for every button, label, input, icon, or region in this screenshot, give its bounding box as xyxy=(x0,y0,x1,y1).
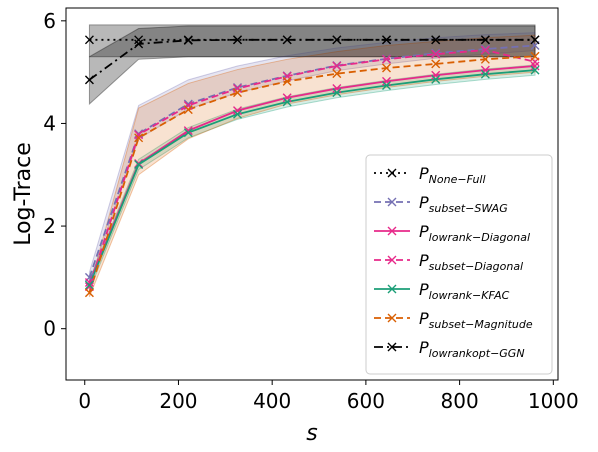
legend-label-3: Psubset−Diagonal xyxy=(419,251,523,273)
marker-series-6-point-5 xyxy=(332,35,342,45)
marker-series-2-point-2 xyxy=(183,126,193,136)
marker-series-4-point-2 xyxy=(183,128,193,138)
marker-series-3-point-3 xyxy=(233,84,242,94)
marker-series-2-point-0 xyxy=(84,278,94,288)
marker-series-6-point-8 xyxy=(480,35,490,45)
marker-series-5-point-0 xyxy=(84,288,94,298)
marker-series-5-point-3 xyxy=(233,88,242,98)
legend-box xyxy=(365,154,553,375)
x-tick-label-4: 800 xyxy=(441,389,479,413)
legend-marker-6 xyxy=(387,342,397,352)
marker-series-6-point-0 xyxy=(84,75,94,85)
legend-marker-5 xyxy=(387,313,397,323)
marker-series-6-point-4 xyxy=(282,35,292,45)
marker-series-5-point-2 xyxy=(183,105,193,115)
y-axis-ticks: 0 2 4 6 xyxy=(43,9,66,341)
marker-series-5-point-7 xyxy=(431,59,441,69)
marker-series-1-point-7 xyxy=(431,48,441,58)
marker-series-5-point-1 xyxy=(134,133,144,143)
marker-series-6-point-3 xyxy=(233,35,242,45)
legend-marker-0 xyxy=(387,168,397,178)
legend-marker-2 xyxy=(387,226,397,236)
x-tick-label-3: 600 xyxy=(347,389,385,413)
marker-series-2-point-5 xyxy=(332,84,342,94)
marker-series-5-point-6 xyxy=(382,63,391,73)
x-axis-label: s xyxy=(306,421,317,446)
line-series-3 xyxy=(88,49,536,287)
y-tick-label-0: 0 xyxy=(43,317,56,341)
y-axis-label: Log-Trace xyxy=(11,142,36,246)
x-axis-ticks: 0 200 400 600 800 1000 xyxy=(78,380,579,413)
marker-series-2-point-3 xyxy=(233,106,242,116)
band-series-4 xyxy=(88,64,536,291)
marker-series-4-point-5 xyxy=(332,88,342,98)
legend-label-6: Plowrankopt−GGN xyxy=(419,338,525,360)
marker-series-3-point-5 xyxy=(332,61,342,71)
legend-marker-3 xyxy=(387,255,397,265)
legend-label-5: Psubset−Magnitude xyxy=(419,309,533,331)
x-tick-label-2: 400 xyxy=(253,389,291,413)
line-series-4 xyxy=(88,69,536,286)
marker-series-1-point-1 xyxy=(134,129,144,139)
marker-series-3-point-6 xyxy=(382,54,391,64)
marker-series-4-point-7 xyxy=(431,74,441,84)
line-series-6 xyxy=(88,38,536,81)
y-tick-label-2: 4 xyxy=(43,111,56,135)
marker-series-3-point-2 xyxy=(183,100,193,110)
marker-series-3-point-7 xyxy=(431,49,441,59)
marker-series-6-point-2 xyxy=(183,35,193,45)
legend-label-2: Plowrank−Diagonal xyxy=(419,222,530,244)
legend-label-1: Psubset−SWAG xyxy=(419,193,508,215)
marker-series-3-point-8 xyxy=(480,45,490,55)
x-tick-label-1: 200 xyxy=(159,389,197,413)
marker-series-4-point-6 xyxy=(382,80,391,90)
legend-marker-4 xyxy=(387,284,397,294)
marker-series-2-point-7 xyxy=(431,70,441,80)
y-tick-label-1: 2 xyxy=(43,214,56,238)
marker-series-2-point-1 xyxy=(134,158,144,168)
y-tick-label-3: 6 xyxy=(43,9,56,33)
marker-series-6-point-7 xyxy=(431,35,441,45)
marker-series-6-point-1 xyxy=(134,39,144,49)
marker-series-6-point-9 xyxy=(530,35,540,45)
marker-series-6-point-6 xyxy=(382,35,391,45)
marker-series-4-point-1 xyxy=(134,160,144,169)
x-tick-label-5: 1000 xyxy=(528,389,579,413)
marker-series-5-point-8 xyxy=(480,54,490,64)
line-series-5 xyxy=(88,55,536,294)
marker-series-0-point-1 xyxy=(134,35,144,45)
marker-series-2-point-8 xyxy=(480,65,490,75)
marker-series-2-point-6 xyxy=(382,76,391,86)
marker-series-4-point-3 xyxy=(233,109,242,119)
series-markers xyxy=(84,35,540,298)
legend-label-0: PNone−Full xyxy=(419,164,486,186)
legend: PNone−Full Psubset−SWAG Plowrank−Diagonal P… xyxy=(365,154,553,375)
plot-frame xyxy=(65,7,559,381)
marker-series-5-point-5 xyxy=(332,69,342,79)
line-series-2 xyxy=(88,65,536,283)
marker-series-4-point-8 xyxy=(480,69,490,79)
line-series-1 xyxy=(88,44,536,278)
marker-series-1-point-8 xyxy=(480,44,490,54)
marker-series-3-point-1 xyxy=(134,130,144,140)
series-lines xyxy=(88,38,536,294)
x-tick-label-0: 0 xyxy=(78,389,91,413)
marker-series-5-point-9 xyxy=(530,51,540,61)
marker-series-4-point-4 xyxy=(282,97,292,107)
legend-marker-1 xyxy=(387,197,397,207)
legend-label-4: Plowrank−KFAC xyxy=(419,280,510,302)
marker-series-5-point-4 xyxy=(282,76,292,86)
marker-series-2-point-9 xyxy=(530,61,540,71)
marker-series-4-point-0 xyxy=(84,280,94,290)
marker-series-4-point-9 xyxy=(530,65,540,75)
marker-series-0-point-0 xyxy=(84,35,94,45)
marker-series-2-point-4 xyxy=(282,93,292,103)
